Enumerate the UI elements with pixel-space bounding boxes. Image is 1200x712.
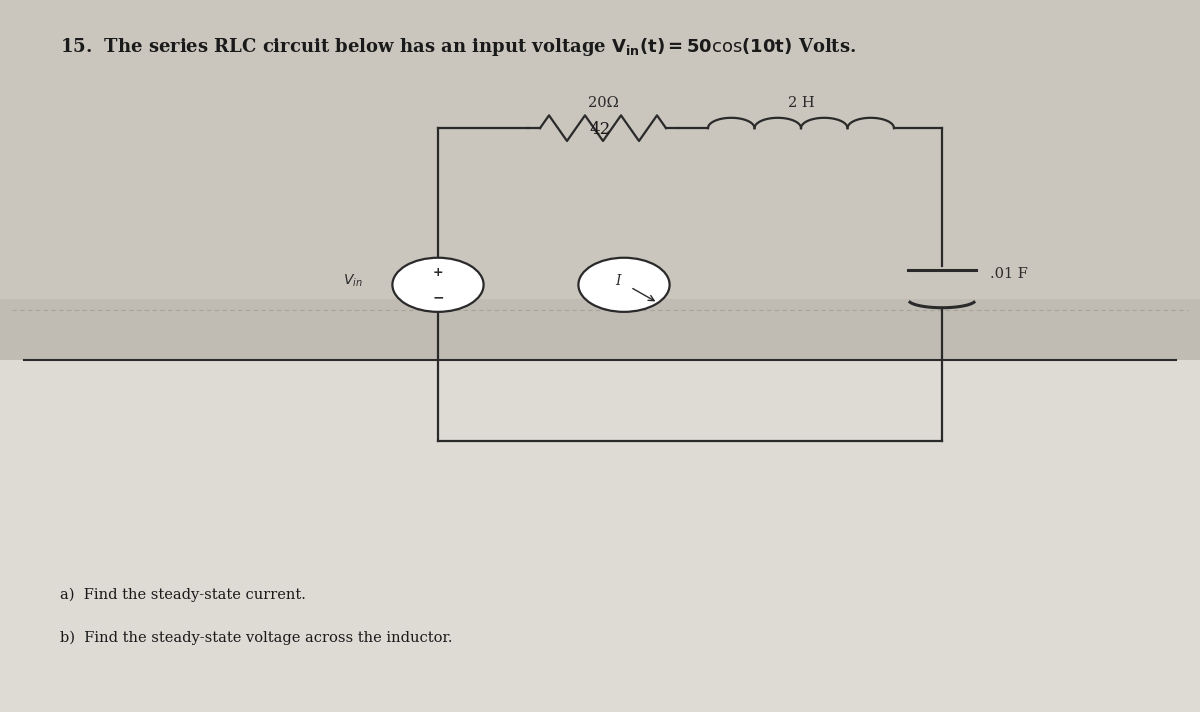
Text: +: + (433, 266, 443, 279)
Text: 42: 42 (589, 121, 611, 138)
Circle shape (392, 258, 484, 312)
Bar (0, 0, 1200, 299)
Bar (0, 360, 1200, 712)
Text: a)  Find the steady-state current.: a) Find the steady-state current. (60, 587, 306, 602)
Text: I: I (616, 274, 620, 288)
Text: 15.  The series RLC circuit below has an input voltage $\mathbf{V_{in}(t) = 50\c: 15. The series RLC circuit below has an … (60, 36, 857, 58)
Bar (0, 299, 1200, 360)
Text: 20Ω: 20Ω (588, 96, 618, 110)
Text: .01 F: .01 F (990, 267, 1028, 281)
Text: −: − (432, 290, 444, 304)
Text: 2 H: 2 H (787, 96, 815, 110)
Circle shape (578, 258, 670, 312)
Text: $V_{in}$: $V_{in}$ (343, 273, 362, 290)
Text: b)  Find the steady-state voltage across the inductor.: b) Find the steady-state voltage across … (60, 630, 452, 644)
